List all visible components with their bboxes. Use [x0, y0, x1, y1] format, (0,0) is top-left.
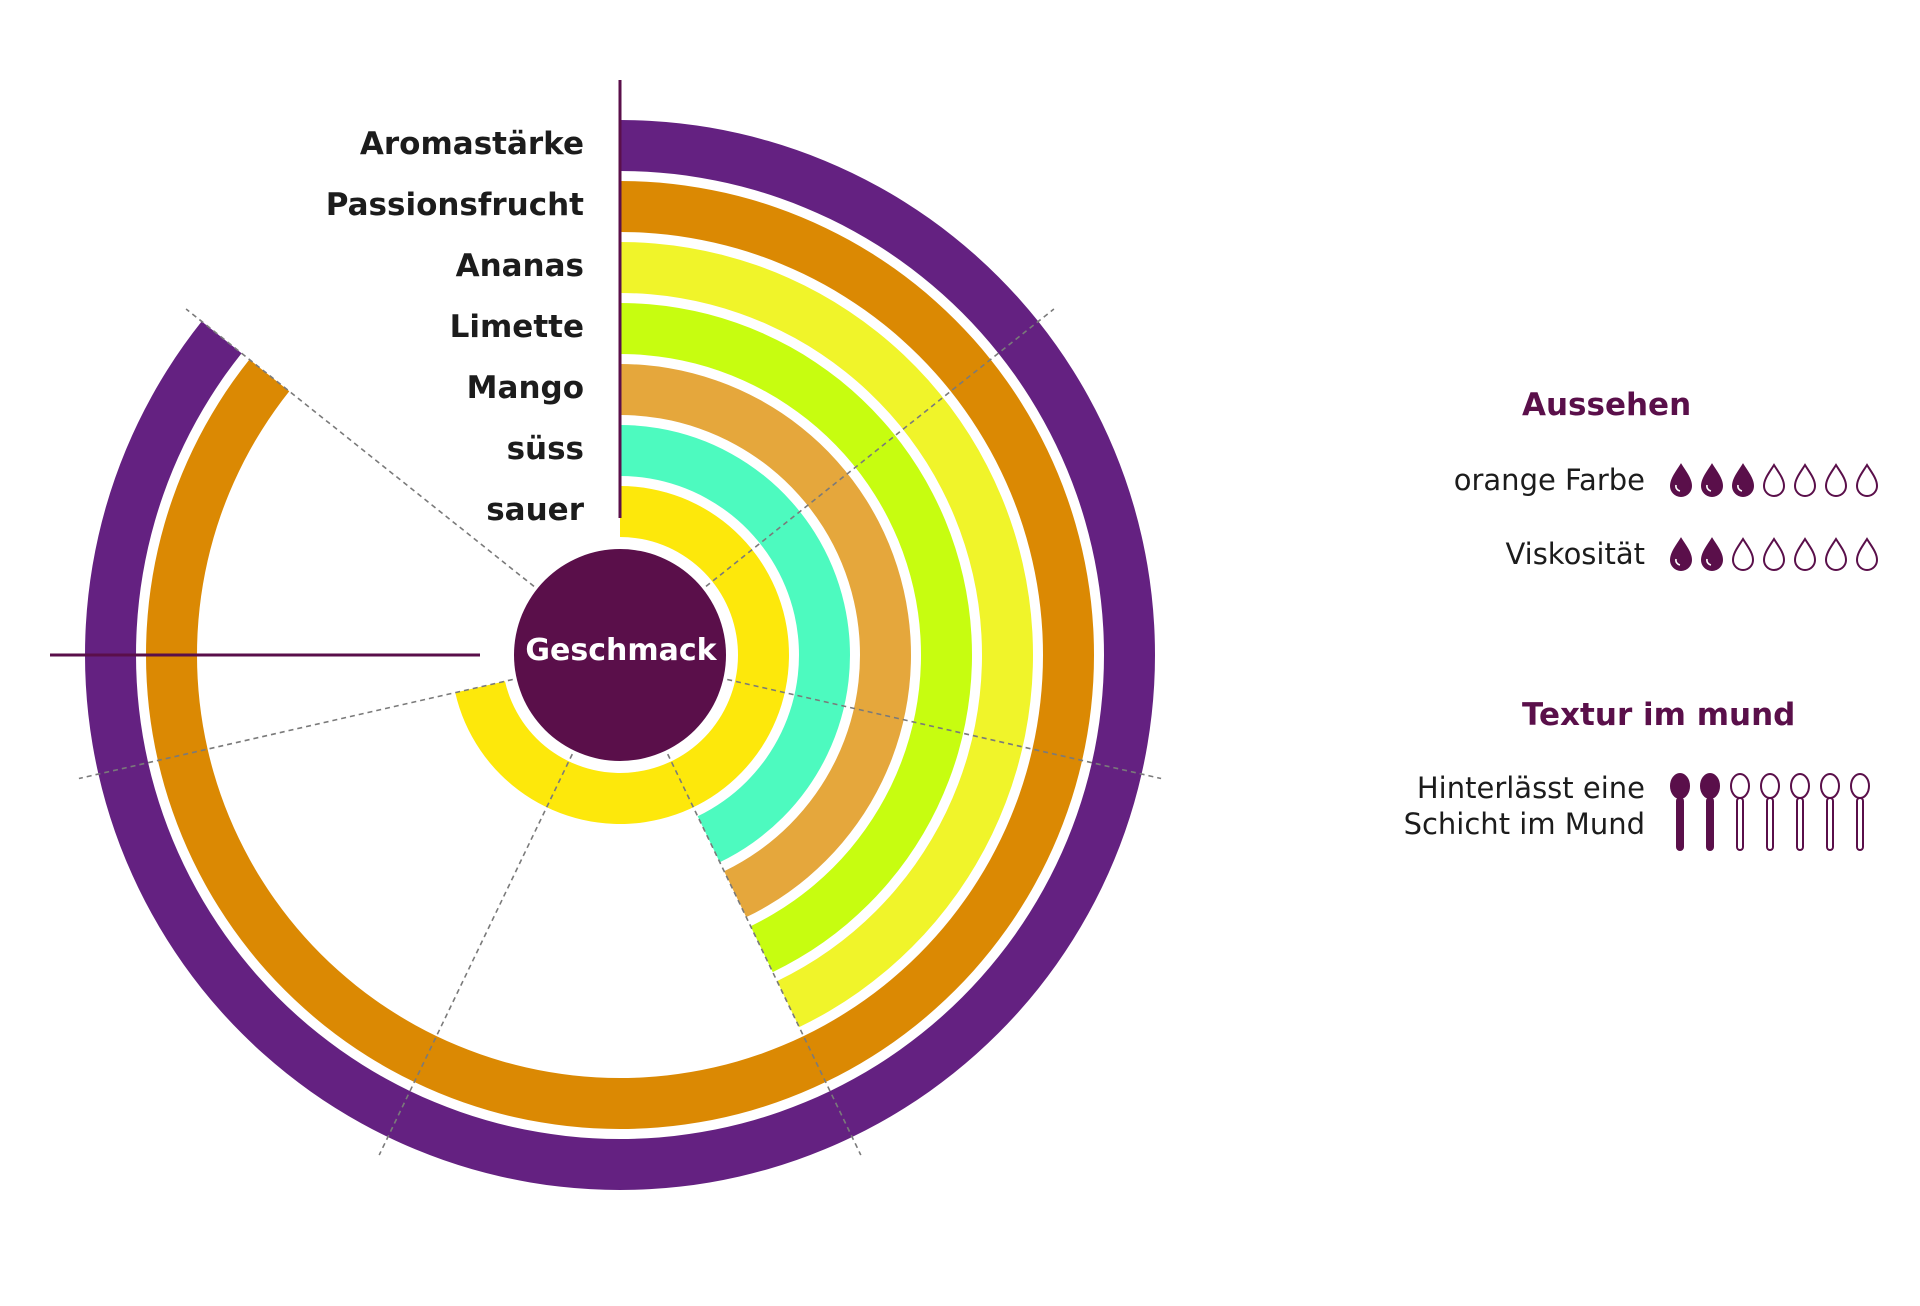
drop-filled-icon — [1668, 536, 1694, 572]
sector-divider-1 — [705, 308, 1055, 588]
viskositaet-rating — [1668, 536, 1880, 572]
drop-empty-icon — [1761, 536, 1787, 572]
spoon-empty-icon — [1818, 772, 1842, 852]
center-circle — [514, 549, 726, 761]
ring-3 — [620, 242, 1033, 1028]
category-label-4: Limette — [449, 308, 584, 345]
sector-divider-3 — [667, 753, 862, 1156]
schicht-label-line1: Hinterlässt eine — [1416, 771, 1645, 805]
drop-empty-icon — [1823, 462, 1849, 498]
spoon-empty-icon — [1758, 772, 1782, 852]
sector-divider-4 — [378, 753, 573, 1156]
ring-4 — [620, 303, 973, 973]
sector-divider-5 — [78, 678, 513, 780]
spoon-filled-icon — [1668, 772, 1692, 852]
viskositaet-label: Viskosität — [1505, 537, 1645, 571]
drop-empty-icon — [1854, 462, 1880, 498]
schicht-rating — [1668, 772, 1872, 852]
category-label-3: Ananas — [455, 247, 584, 284]
drop-empty-icon — [1823, 536, 1849, 572]
category-label-6: süss — [506, 430, 584, 467]
drop-empty-icon — [1792, 462, 1818, 498]
ring-7 — [455, 486, 790, 825]
orange-farbe-rating — [1668, 462, 1880, 498]
center-label: Geschmack — [525, 633, 717, 668]
drop-empty-icon — [1854, 536, 1880, 572]
category-label-1: Aromastärke — [359, 125, 584, 162]
spoon-empty-icon — [1728, 772, 1752, 852]
drop-empty-icon — [1792, 536, 1818, 572]
category-label-2: Passionsfrucht — [325, 186, 584, 223]
category-label-7: sauer — [486, 491, 584, 528]
schicht-label: Hinterlässt eine Schicht im Mund — [1404, 770, 1645, 843]
drop-empty-icon — [1730, 536, 1756, 572]
category-label-5: Mango — [466, 369, 584, 406]
ring-5 — [620, 363, 912, 918]
spoon-empty-icon — [1848, 772, 1872, 852]
aussehen-title: Aussehen — [1522, 387, 1692, 423]
schicht-label-line2: Schicht im Mund — [1403, 807, 1645, 842]
orange-farbe-label: orange Farbe — [1453, 463, 1645, 497]
spoon-empty-icon — [1788, 772, 1812, 852]
textur-title: Textur im mund — [1522, 697, 1796, 733]
drop-filled-icon — [1699, 462, 1725, 498]
drop-filled-icon — [1668, 462, 1694, 498]
drop-filled-icon — [1730, 462, 1756, 498]
drop-filled-icon — [1699, 536, 1725, 572]
drop-empty-icon — [1761, 462, 1787, 498]
spoon-filled-icon — [1698, 772, 1722, 852]
ring-6 — [620, 425, 850, 863]
sector-divider-2 — [727, 678, 1162, 780]
sector-divider-6 — [185, 308, 535, 588]
